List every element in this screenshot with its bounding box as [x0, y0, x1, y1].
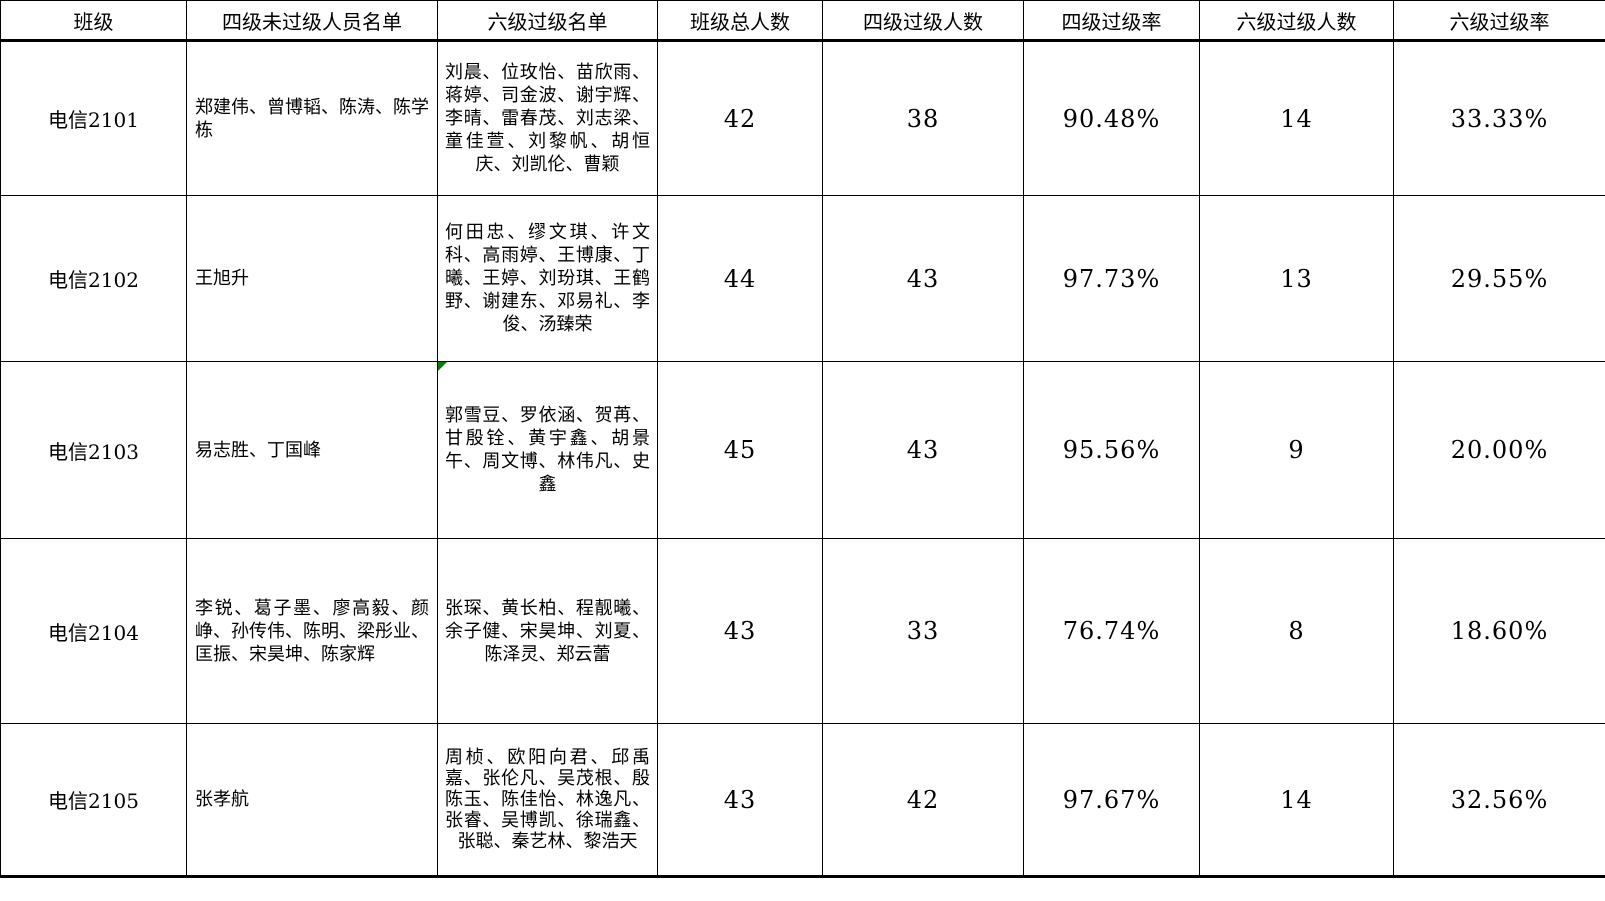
- total-students-cell-text: 42: [723, 104, 757, 133]
- cet4-passed-count-cell[interactable]: 43: [822, 361, 1024, 539]
- cet6-pass-rate-cell[interactable]: 20.00%: [1393, 361, 1605, 539]
- cet6-passed-count-cell-text: 8: [1288, 617, 1305, 645]
- cet4-not-passed-list-cell-text: 张孝航: [195, 789, 249, 810]
- cet4-not-passed-list-cell[interactable]: 张孝航: [186, 723, 438, 877]
- table-row: 电信2102 王旭升 何田忠、缪文琪、许文科、高雨婷、王博康、丁曦、王婷、刘玢琪、王…: [0, 195, 1605, 362]
- table-row: 电信2101 郑建伟、曾博韬、陈涛、陈学栋 刘晨、位玫怡、苗欣雨、蒋婷、司金波、谢宇…: [0, 40, 1605, 196]
- cet6-passed-list-cell[interactable]: 周桢、欧阳向君、邱禹嘉、张伦凡、吴茂根、殷陈玉、陈佳怡、林逸凡、张睿、吴博凯、徐…: [437, 723, 658, 877]
- class-cell[interactable]: 电信2103: [0, 361, 187, 539]
- cet6-passed-count-cell-text: 14: [1280, 785, 1313, 814]
- cet6-pass-rate-cell-text: 29.55%: [1450, 264, 1549, 293]
- cet4-pass-rate-cell[interactable]: 97.73%: [1023, 195, 1200, 362]
- cet6-pass-rate-cell[interactable]: 33.33%: [1393, 40, 1605, 196]
- cet6-passed-count-cell-text: 9: [1288, 436, 1305, 464]
- cet6-pass-rate-cell-text: 33.33%: [1450, 104, 1549, 133]
- class-cell-text: 电信2104: [48, 620, 139, 645]
- cet4-not-passed-list-cell[interactable]: 王旭升: [186, 195, 438, 362]
- cet4-passed-count-cell-text: 42: [906, 785, 940, 814]
- cet4-pass-rate-cell-text: 97.73%: [1062, 264, 1161, 293]
- cet6-passed-count-cell-text: 14: [1280, 104, 1313, 133]
- cet4-pass-rate-cell-text: 90.48%: [1062, 104, 1161, 133]
- cet4-not-passed-list-cell-text: 郑建伟、曾博韬、陈涛、陈学栋: [195, 96, 429, 141]
- cet4-passed-count-cell[interactable]: 38: [822, 40, 1024, 196]
- total-students-cell[interactable]: 42: [657, 40, 823, 196]
- cet4-not-passed-list-cell[interactable]: 李锐、葛子墨、廖高毅、颜峥、孙传伟、陈明、梁彤业、匡振、宋昊坤、陈家辉: [186, 538, 438, 724]
- cet4-pass-rate-cell-text: 76.74%: [1062, 617, 1161, 645]
- column-header-cet4-rate: 四级过级率: [1023, 0, 1200, 42]
- cet4-pass-rate-cell[interactable]: 95.56%: [1023, 361, 1200, 539]
- cet6-pass-rate-cell[interactable]: 18.60%: [1393, 538, 1605, 724]
- class-cell[interactable]: 电信2105: [0, 723, 187, 877]
- total-students-cell-text: 45: [723, 436, 757, 464]
- total-students-cell[interactable]: 43: [657, 723, 823, 877]
- cet6-pass-rate-cell-text: 18.60%: [1450, 617, 1549, 645]
- column-header-cet6-rate: 六级过级率: [1393, 0, 1605, 42]
- class-cell[interactable]: 电信2102: [0, 195, 187, 362]
- cet6-passed-count-cell[interactable]: 14: [1199, 40, 1394, 196]
- cet6-passed-list-cell[interactable]: 郭雪豆、罗依涵、贺苒、甘殷铨、黄宇鑫、胡景午、周文博、林伟凡、史鑫: [437, 361, 658, 539]
- class-cell-text: 电信2105: [48, 789, 139, 813]
- class-cell-text: 电信2102: [48, 268, 139, 292]
- total-students-cell-text: 44: [723, 264, 757, 293]
- cet6-passed-count-cell[interactable]: 9: [1199, 361, 1394, 539]
- total-students-cell-text: 43: [723, 785, 757, 814]
- class-pass-rate-table: 班级 四级未过级人员名单 六级过级名单 班级总人数 四级过级人数 四级过级率 六…: [0, 0, 1605, 878]
- cet4-passed-count-cell[interactable]: 43: [822, 195, 1024, 362]
- cet6-passed-count-cell[interactable]: 14: [1199, 723, 1394, 877]
- cet4-pass-rate-cell[interactable]: 97.67%: [1023, 723, 1200, 877]
- cet4-pass-rate-cell-text: 97.67%: [1062, 785, 1161, 814]
- total-students-cell-text: 43: [723, 617, 757, 645]
- cet4-passed-count-cell[interactable]: 42: [822, 723, 1024, 877]
- cet4-not-passed-list-cell[interactable]: 郑建伟、曾博韬、陈涛、陈学栋: [186, 40, 438, 196]
- cet6-pass-rate-cell-text: 20.00%: [1450, 436, 1549, 464]
- cet4-pass-rate-cell[interactable]: 90.48%: [1023, 40, 1200, 196]
- column-header-cet6-passed: 六级过级名单: [437, 0, 658, 42]
- cet4-pass-rate-cell[interactable]: 76.74%: [1023, 538, 1200, 724]
- cet6-passed-list-cell-text: 何田忠、缪文琪、许文科、高雨婷、王博康、丁曦、王婷、刘玢琪、王鹤野、谢建东、邓易…: [445, 222, 650, 335]
- class-cell-text: 电信2101: [48, 108, 139, 132]
- cet4-not-passed-list-cell-text: 王旭升: [195, 268, 249, 289]
- cet4-passed-count-cell-text: 43: [906, 436, 940, 464]
- cet4-not-passed-list-cell-text: 李锐、葛子墨、廖高毅、颜峥、孙传伟、陈明、梁彤业、匡振、宋昊坤、陈家辉: [195, 597, 429, 665]
- cet6-pass-rate-cell[interactable]: 29.55%: [1393, 195, 1605, 362]
- column-header-cet4-not-passed: 四级未过级人员名单: [186, 0, 438, 42]
- class-cell[interactable]: 电信2104: [0, 538, 187, 724]
- class-cell-text: 电信2103: [48, 439, 139, 464]
- cet4-pass-rate-cell-text: 95.56%: [1062, 436, 1161, 464]
- cet4-not-passed-list-cell-text: 易志胜、丁国峰: [195, 439, 321, 461]
- cet6-passed-list-cell-text: 刘晨、位玫怡、苗欣雨、蒋婷、司金波、谢宇辉、李晴、雷春茂、刘志梁、童佳萱、刘黎帆…: [445, 62, 650, 175]
- column-header-class: 班级: [0, 0, 187, 42]
- header-row: 班级 四级未过级人员名单 六级过级名单 班级总人数 四级过级人数 四级过级率 六…: [0, 0, 1605, 42]
- table-row: 电信2105 张孝航 周桢、欧阳向君、邱禹嘉、张伦凡、吴茂根、殷陈玉、陈佳怡、林逸凡…: [0, 723, 1605, 877]
- cet6-passed-list-cell-text: 张琛、黄长柏、程靓曦、余子健、宋昊坤、刘夏、陈泽灵、郑云蕾: [445, 597, 650, 665]
- table-row: 电信2103 易志胜、丁国峰 郭雪豆、罗依涵、贺苒、甘殷铨、黄宇鑫、胡景午、周文博、…: [0, 361, 1605, 539]
- cet6-passed-list-cell-text: 周桢、欧阳向君、邱禹嘉、张伦凡、吴茂根、殷陈玉、陈佳怡、林逸凡、张睿、吴博凯、徐…: [445, 747, 650, 852]
- table-row: 电信2104 李锐、葛子墨、廖高毅、颜峥、孙传伟、陈明、梁彤业、匡振、宋昊坤、陈家…: [0, 538, 1605, 724]
- cet6-passed-list-cell[interactable]: 张琛、黄长柏、程靓曦、余子健、宋昊坤、刘夏、陈泽灵、郑云蕾: [437, 538, 658, 724]
- class-cell[interactable]: 电信2101: [0, 40, 187, 196]
- cet6-pass-rate-cell-text: 32.56%: [1450, 785, 1549, 814]
- cet6-passed-list-cell[interactable]: 刘晨、位玫怡、苗欣雨、蒋婷、司金波、谢宇辉、李晴、雷春茂、刘志梁、童佳萱、刘黎帆…: [437, 40, 658, 196]
- cet4-passed-count-cell-text: 38: [906, 104, 940, 133]
- cet4-passed-count-cell-text: 33: [906, 617, 940, 645]
- cet6-passed-list-cell-text: 郭雪豆、罗依涵、贺苒、甘殷铨、黄宇鑫、胡景午、周文博、林伟凡、史鑫: [445, 405, 650, 495]
- total-students-cell[interactable]: 45: [657, 361, 823, 539]
- total-students-cell[interactable]: 43: [657, 538, 823, 724]
- cet6-passed-list-cell[interactable]: 何田忠、缪文琪、许文科、高雨婷、王博康、丁曦、王婷、刘玢琪、王鹤野、谢建东、邓易…: [437, 195, 658, 362]
- cet6-pass-rate-cell[interactable]: 32.56%: [1393, 723, 1605, 877]
- cet4-not-passed-list-cell[interactable]: 易志胜、丁国峰: [186, 361, 438, 539]
- cell-error-marker-icon: [438, 362, 447, 371]
- cet6-passed-count-cell[interactable]: 13: [1199, 195, 1394, 362]
- column-header-total: 班级总人数: [657, 0, 823, 42]
- total-students-cell[interactable]: 44: [657, 195, 823, 362]
- cet4-passed-count-cell-text: 43: [906, 264, 940, 293]
- cet4-passed-count-cell[interactable]: 33: [822, 538, 1024, 724]
- cet6-passed-count-cell[interactable]: 8: [1199, 538, 1394, 724]
- column-header-cet4-count: 四级过级人数: [822, 0, 1024, 42]
- column-header-cet6-count: 六级过级人数: [1199, 0, 1394, 42]
- cet6-passed-count-cell-text: 13: [1280, 264, 1313, 293]
